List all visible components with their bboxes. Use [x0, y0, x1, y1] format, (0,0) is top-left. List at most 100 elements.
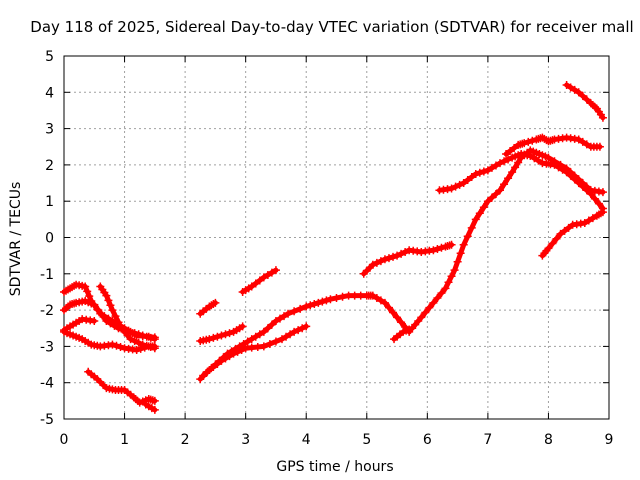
plus-marker	[83, 287, 92, 296]
x-tick-label: 9	[605, 432, 614, 448]
plus-marker	[290, 327, 299, 336]
plus-marker	[554, 163, 563, 172]
plus-marker	[496, 186, 504, 195]
plus-marker	[150, 405, 159, 414]
plus-marker	[456, 249, 465, 258]
plus-marker	[376, 257, 385, 266]
plus-marker	[582, 186, 591, 195]
plus-marker	[467, 223, 476, 232]
x-axis-label: GPS time / hours	[276, 459, 393, 475]
plus-marker	[146, 343, 155, 352]
plus-marker	[471, 215, 480, 224]
plus-marker	[397, 318, 406, 327]
plus-marker	[384, 303, 393, 312]
plus-marker	[372, 294, 381, 302]
plus-marker	[463, 176, 472, 185]
plus-marker	[223, 349, 232, 358]
x-tick-label: 4	[302, 432, 311, 448]
plus-marker	[491, 189, 500, 198]
plus-marker	[112, 341, 121, 350]
plus-marker	[302, 322, 311, 331]
x-tick-label: 8	[544, 432, 553, 448]
plus-marker	[275, 314, 284, 323]
plus-marker	[496, 159, 504, 168]
data-series-9	[196, 322, 247, 345]
plus-marker	[393, 313, 402, 322]
plus-marker	[231, 344, 240, 353]
plus-marker	[310, 300, 319, 309]
plus-marker	[247, 335, 256, 344]
plus-marker	[582, 95, 591, 104]
plus-marker	[215, 356, 224, 365]
series-trace	[391, 147, 606, 342]
plus-marker	[429, 246, 438, 255]
plus-marker	[116, 343, 125, 352]
plus-marker	[213, 332, 222, 341]
chart-title: Day 118 of 2025, Sidereal Day-to-day VTE…	[30, 18, 633, 36]
plus-marker	[598, 113, 607, 122]
plus-marker	[314, 298, 323, 307]
plus-marker	[263, 271, 272, 280]
plus-marker	[528, 136, 537, 145]
plus-marker	[326, 295, 335, 304]
plus-marker	[578, 91, 587, 100]
plus-marker	[487, 163, 496, 172]
plus-marker	[588, 214, 597, 223]
plus-marker	[510, 143, 519, 152]
plus-marker	[594, 199, 603, 208]
plus-marker	[372, 258, 381, 267]
plus-marker	[574, 135, 583, 144]
plus-marker	[134, 330, 143, 339]
plus-marker	[376, 296, 385, 305]
data-series-18	[562, 81, 607, 122]
plus-marker	[441, 284, 450, 293]
plus-marker	[467, 173, 476, 181]
plus-marker	[584, 216, 593, 225]
plus-marker	[278, 335, 286, 344]
plus-marker	[94, 306, 103, 315]
plus-marker	[598, 188, 607, 197]
plus-marker	[447, 272, 456, 281]
plus-marker	[235, 342, 244, 351]
plus-marker	[138, 340, 147, 349]
plus-marker	[508, 168, 517, 177]
plus-marker	[389, 308, 398, 317]
x-tick-label: 6	[423, 432, 432, 448]
plus-marker	[130, 336, 139, 345]
plus-marker	[114, 318, 123, 327]
plus-marker	[271, 316, 280, 325]
plus-marker	[483, 166, 492, 175]
plus-marker	[85, 292, 94, 301]
axis-ticks: 0 1 2 3 4 5 6 7 8 9 -5 -4 -3 -2 -1 0 1 2 3 4 5	[40, 49, 613, 448]
plus-marker	[595, 142, 604, 151]
data-series-12	[238, 266, 280, 296]
plus-marker	[447, 240, 456, 249]
plus-marker	[455, 180, 464, 189]
plus-marker	[574, 88, 583, 97]
plus-marker	[322, 296, 331, 305]
plus-marker	[108, 340, 117, 349]
plus-marker	[259, 327, 268, 336]
plus-marker	[294, 326, 303, 335]
plus-marker	[479, 167, 488, 176]
plus-marker	[425, 303, 434, 312]
plus-marker	[544, 153, 553, 162]
plus-marker	[142, 332, 151, 341]
plus-marker	[368, 291, 377, 300]
plus-marker	[280, 312, 289, 321]
plus-marker	[106, 319, 115, 328]
plus-marker	[590, 194, 599, 203]
plus-marker	[550, 160, 559, 169]
plus-marker	[255, 276, 264, 285]
plus-marker	[447, 184, 456, 193]
plus-marker	[417, 313, 426, 322]
plus-marker	[134, 338, 143, 347]
plus-marker	[265, 339, 274, 348]
plus-marker	[566, 83, 575, 92]
data-series-5	[96, 282, 159, 353]
plus-marker	[389, 252, 398, 261]
plus-marker	[138, 331, 147, 340]
plus-marker	[225, 329, 234, 338]
